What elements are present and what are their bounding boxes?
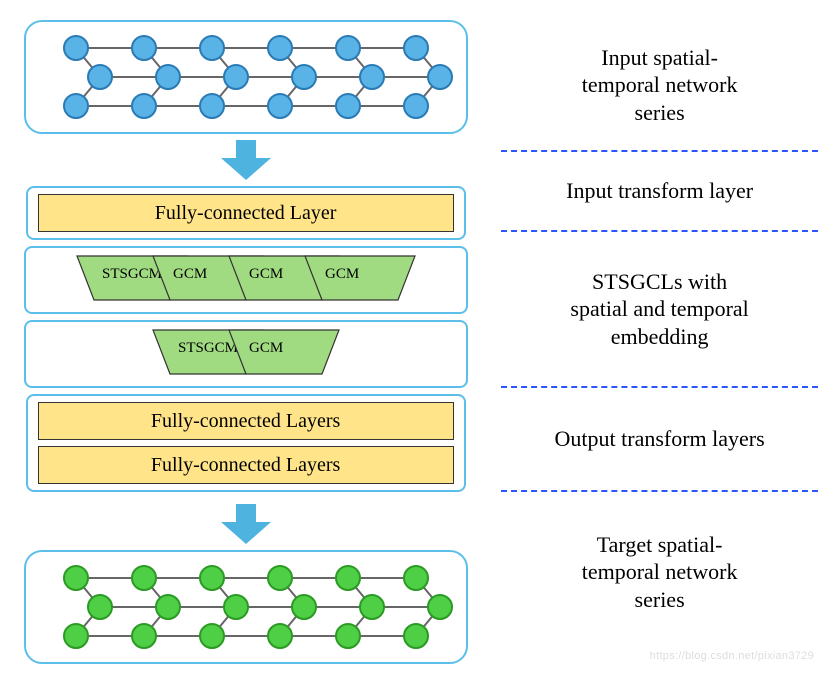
left-column: Fully-connected Layer STSGCM GCM GCM GCM ST…	[20, 20, 471, 664]
label-stsgcl: STSGCLs withspatial and temporalembeddin…	[501, 232, 818, 386]
target-graph	[24, 550, 468, 664]
svg-text:STSGCM: STSGCM	[178, 340, 238, 356]
fc-layer-input: Fully-connected Layer	[38, 194, 454, 232]
output-transform-box: Fully-connected Layers Fully-connected L…	[26, 394, 466, 492]
svg-text:STSGCM: STSGCM	[102, 266, 162, 282]
watermark: https://blog.csdn.net/pixian3729	[650, 650, 814, 662]
svg-text:GCM: GCM	[325, 266, 359, 282]
input-graph	[24, 20, 468, 134]
arrow-down-2	[216, 504, 276, 544]
label-output-transform: Output transform layers	[501, 388, 818, 490]
label-input-graph: Input spatial-temporal networkseries	[501, 20, 818, 150]
target-graph-svg	[26, 552, 466, 662]
arrow-down-1	[216, 140, 276, 180]
fc-layer-output-1: Fully-connected Layers	[38, 402, 454, 440]
input-transform-box: Fully-connected Layer	[26, 186, 466, 240]
stsgcl-row-1: STSGCM GCM GCM GCM	[24, 246, 468, 314]
fc-layer-output-2: Fully-connected Layers	[38, 446, 454, 484]
right-column: Input spatial-temporal networkseries Inp…	[471, 20, 818, 664]
label-input-transform: Input transform layer	[501, 152, 818, 230]
architecture-diagram: Fully-connected Layer STSGCM GCM GCM GCM ST…	[20, 20, 818, 664]
stsgcl-row-2: STSGCM GCM	[24, 320, 468, 388]
svg-text:GCM: GCM	[173, 266, 207, 282]
svg-text:GCM: GCM	[249, 266, 283, 282]
input-graph-svg	[26, 22, 466, 132]
svg-text:GCM: GCM	[249, 340, 283, 356]
label-target-graph: Target spatial-temporal networkseries	[501, 492, 818, 652]
